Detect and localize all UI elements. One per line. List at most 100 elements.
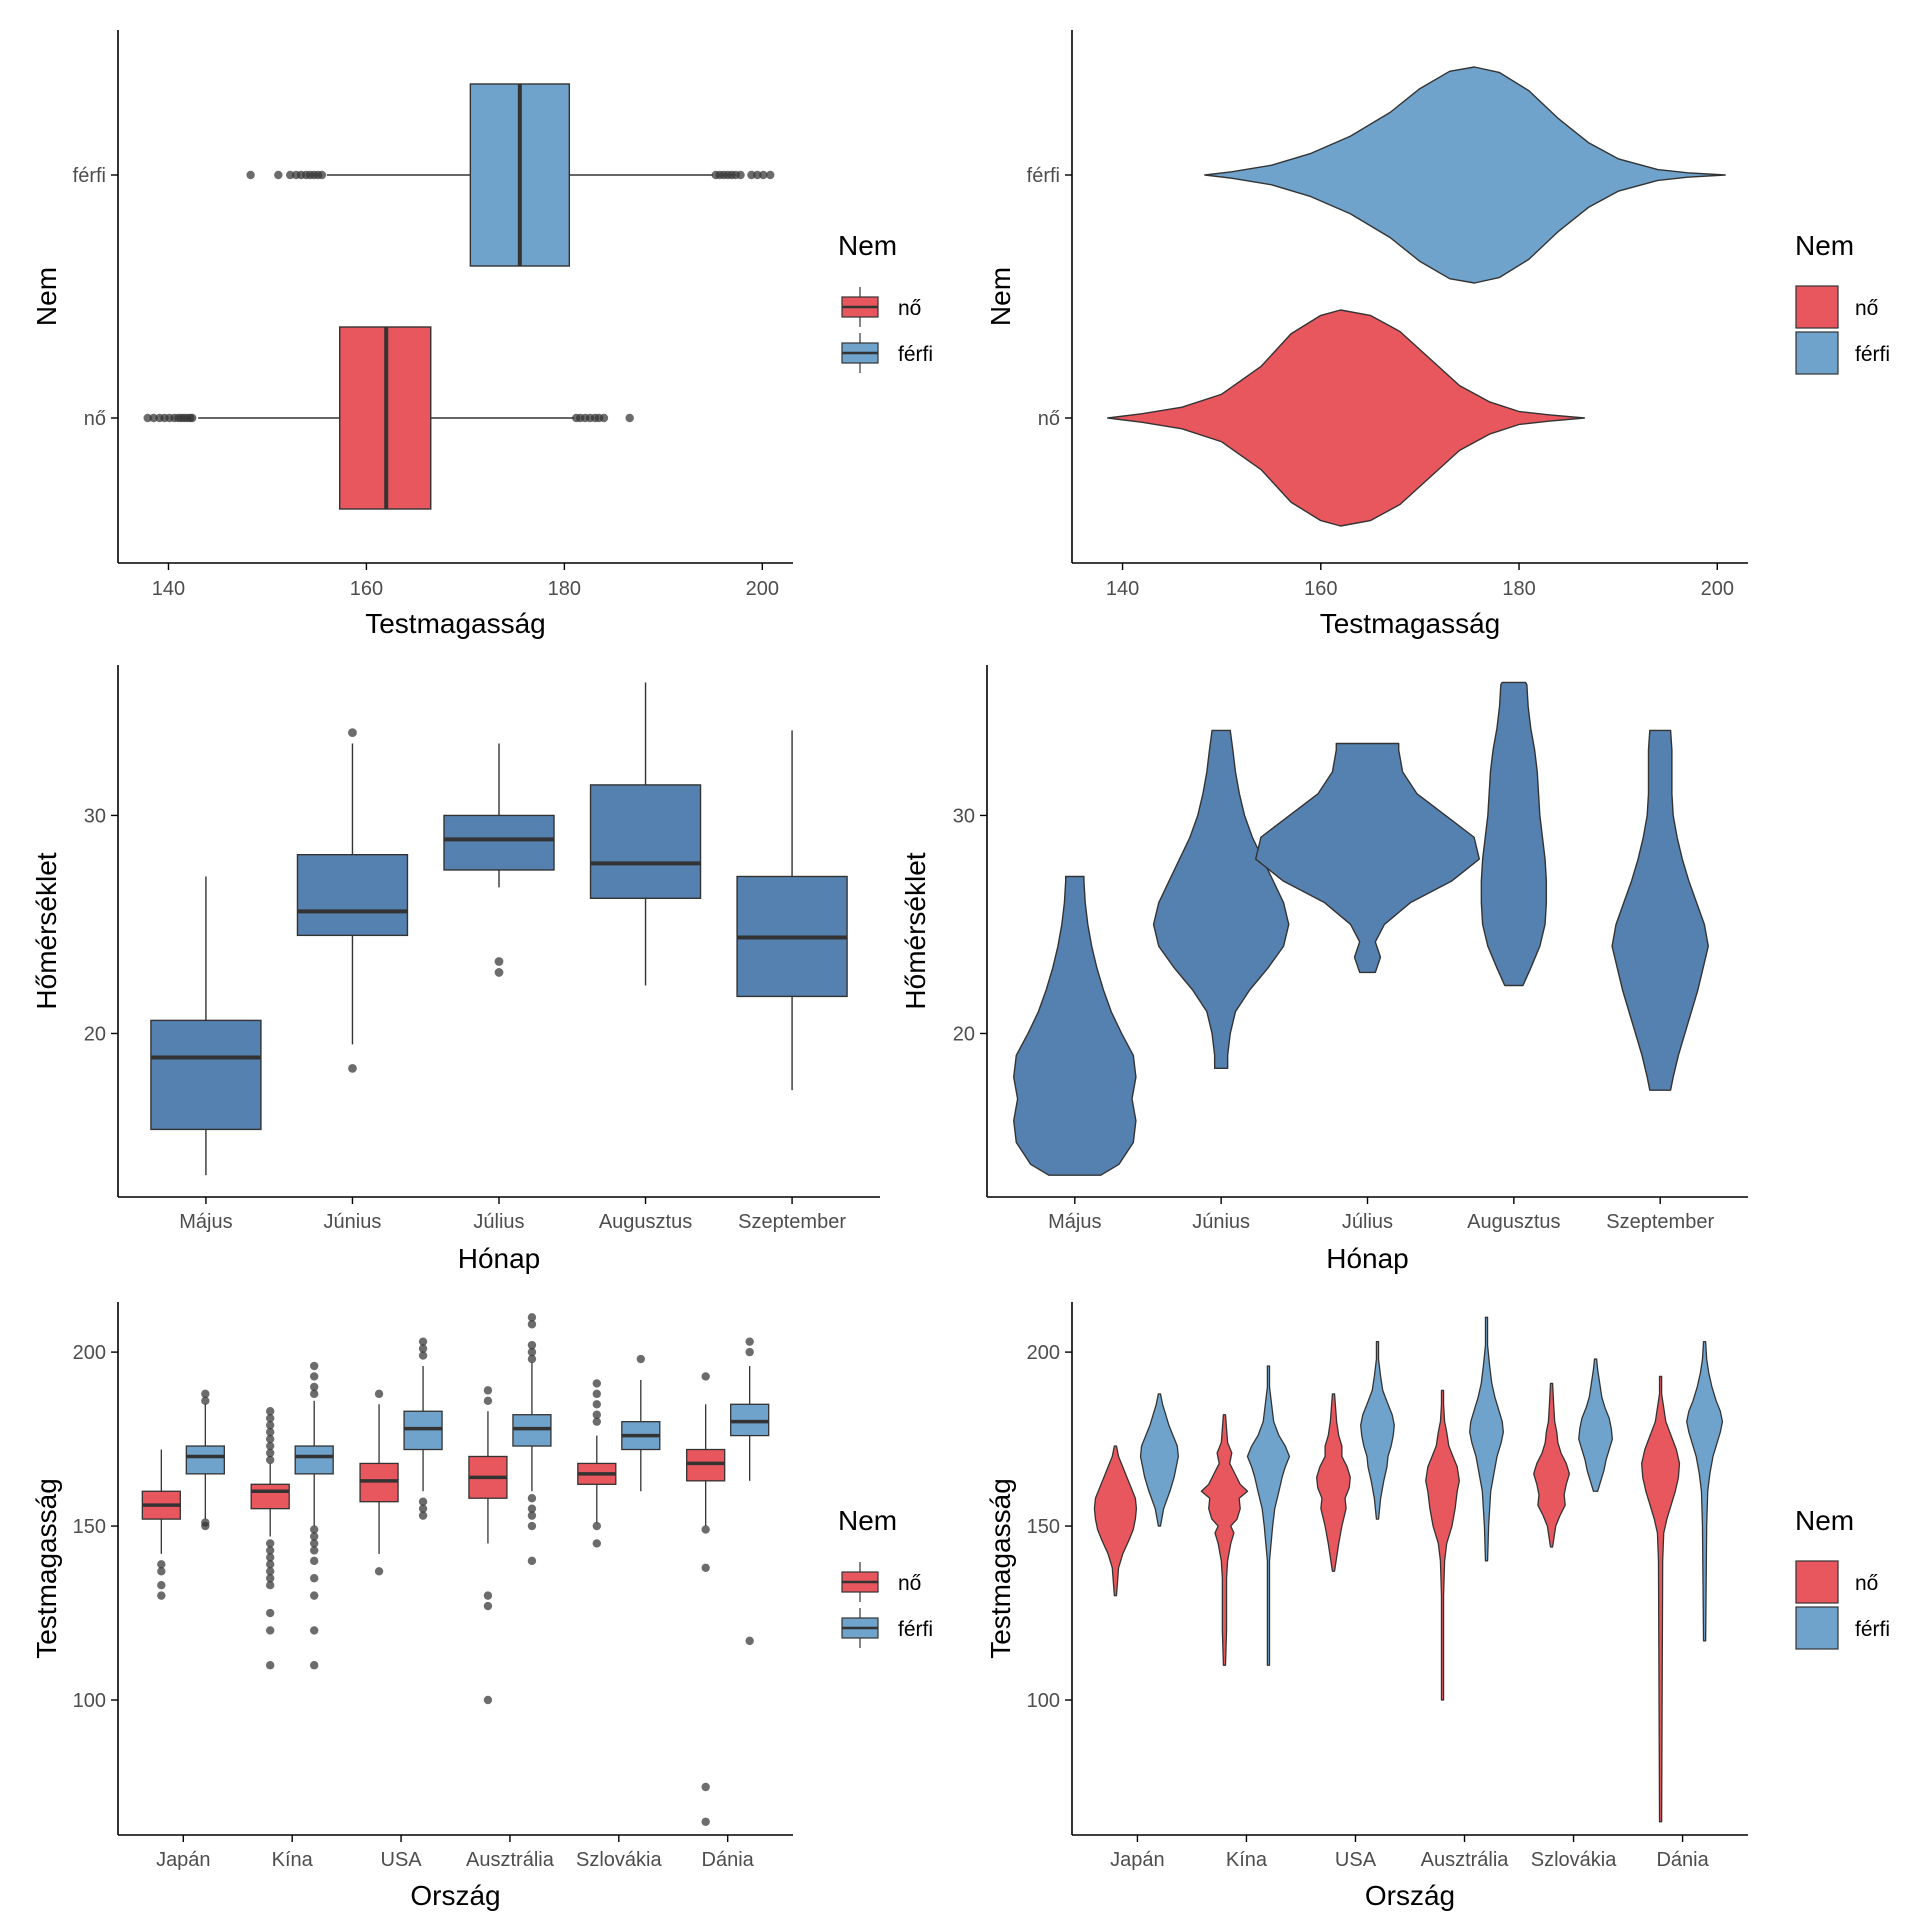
outlier-point xyxy=(201,1396,210,1406)
legend-key-no xyxy=(839,285,883,329)
outlier-point xyxy=(188,413,197,423)
legend-label: nő xyxy=(898,297,921,320)
outlier-point xyxy=(599,413,609,423)
y-axis-title: Nem xyxy=(31,267,62,326)
x-tick-label: Kína xyxy=(1226,1849,1268,1871)
outlier-point xyxy=(265,1567,275,1576)
outlier-point xyxy=(527,1354,537,1364)
legend-label: férfi xyxy=(898,343,933,366)
x-tick-label: Japán xyxy=(156,1849,211,1871)
x-axis-title: Hónap xyxy=(458,1243,541,1274)
outlier-point xyxy=(592,1379,602,1388)
outlier-point xyxy=(701,1563,710,1573)
outlier-point xyxy=(592,1539,602,1548)
outlier-point xyxy=(265,1546,275,1555)
outlier-point xyxy=(157,1580,166,1590)
x-tick-label: Szlovákia xyxy=(576,1849,662,1871)
y-tick-label: 20 xyxy=(953,1023,975,1045)
outlier-point xyxy=(745,1337,754,1346)
box-3 xyxy=(443,814,555,871)
outlier-point xyxy=(286,170,295,180)
violin-ferfi xyxy=(1578,1358,1613,1492)
x-tick-label: Kína xyxy=(272,1849,314,1871)
violin-ferfi xyxy=(1686,1341,1724,1642)
outlier-point xyxy=(265,1414,275,1423)
outlier-point xyxy=(592,1417,602,1426)
outlier-point xyxy=(527,1504,537,1513)
outlier-point xyxy=(418,1344,428,1353)
outlier-point xyxy=(309,1532,319,1541)
legend-title: Nem xyxy=(838,230,897,261)
outlier-point xyxy=(157,1567,166,1576)
outlier-point xyxy=(747,170,756,180)
x-tick-label: Szlovákia xyxy=(1531,1849,1617,1871)
outlier-point xyxy=(265,1407,275,1416)
x-tick-label: Május xyxy=(1048,1211,1101,1233)
outlier-point xyxy=(309,1546,319,1555)
x-axis-title: Testmagasság xyxy=(1320,608,1501,639)
outlier-point xyxy=(527,1347,537,1357)
outlier-point xyxy=(527,1556,537,1566)
x-axis-title: Ország xyxy=(410,1880,500,1911)
outlier-point xyxy=(265,1553,275,1562)
box-no xyxy=(250,1483,290,1510)
x-tick-label: 200 xyxy=(746,578,779,600)
outlier-point xyxy=(143,413,152,423)
outlier-point xyxy=(418,1337,428,1346)
violin-ferfi xyxy=(1246,1365,1291,1666)
x-tick-label: Június xyxy=(1192,1211,1250,1233)
x-tick-label: 160 xyxy=(350,578,383,600)
y-tick-label: 150 xyxy=(1027,1516,1060,1538)
legend-label: férfi xyxy=(898,1618,933,1641)
y-tick-label: 100 xyxy=(1027,1690,1060,1712)
outlier-point xyxy=(265,1434,275,1444)
outlier-point xyxy=(701,1817,710,1826)
outlier-point xyxy=(753,170,762,180)
x-tick-label: 180 xyxy=(1502,578,1535,600)
outlier-point xyxy=(483,1386,493,1395)
x-tick-label: Dánia xyxy=(702,1849,755,1871)
x-tick-label: Japán xyxy=(1110,1849,1165,1871)
box-1 xyxy=(150,1019,262,1131)
x-tick-label: 140 xyxy=(1106,578,1139,600)
outlier-point xyxy=(157,1560,166,1569)
legend-swatch xyxy=(1795,285,1839,329)
y-tick-label: 150 xyxy=(73,1516,106,1538)
x-tick-label: 200 xyxy=(1701,578,1734,600)
violin-no xyxy=(1641,1375,1681,1823)
outlier-point xyxy=(636,1354,646,1364)
outlier-point xyxy=(527,1340,537,1350)
x-tick-label: 160 xyxy=(1304,578,1337,600)
y-tick-label: 30 xyxy=(84,805,106,827)
violin-ferfi xyxy=(1469,1316,1504,1562)
legend-key-ferfi xyxy=(839,1606,883,1650)
outlier-point xyxy=(483,1591,493,1600)
legend-swatch xyxy=(1795,1606,1839,1650)
outlier-point xyxy=(527,1313,537,1322)
violin-ferfi xyxy=(1204,66,1726,284)
outlier-point xyxy=(246,170,255,180)
outlier-point xyxy=(309,1372,319,1381)
outlier-point xyxy=(374,1389,384,1399)
y-axis-title: Hőmérséklet xyxy=(31,852,62,1009)
violin-no xyxy=(1106,309,1586,527)
violin-1 xyxy=(1013,875,1137,1176)
violin-no xyxy=(1425,1389,1460,1701)
outlier-point xyxy=(483,1396,493,1406)
violin-5 xyxy=(1611,729,1709,1091)
legend-key-no xyxy=(1795,1560,1840,1604)
outlier-point xyxy=(309,1361,319,1371)
box-2 xyxy=(296,853,409,937)
outlier-point xyxy=(309,1539,319,1548)
outlier-point xyxy=(309,1382,319,1392)
x-tick-label: Szeptember xyxy=(1606,1211,1714,1233)
x-tick-label: Augusztus xyxy=(1467,1211,1560,1233)
legend-swatch xyxy=(1795,331,1839,375)
y-tick-label: férfi xyxy=(73,165,106,187)
outlier-point xyxy=(745,1636,754,1646)
outlier-point xyxy=(592,1410,602,1419)
x-axis-title: Ország xyxy=(1365,1880,1455,1911)
outlier-point xyxy=(483,1695,493,1705)
violin-no xyxy=(1533,1382,1571,1548)
violin-ferfi xyxy=(1360,1341,1395,1520)
